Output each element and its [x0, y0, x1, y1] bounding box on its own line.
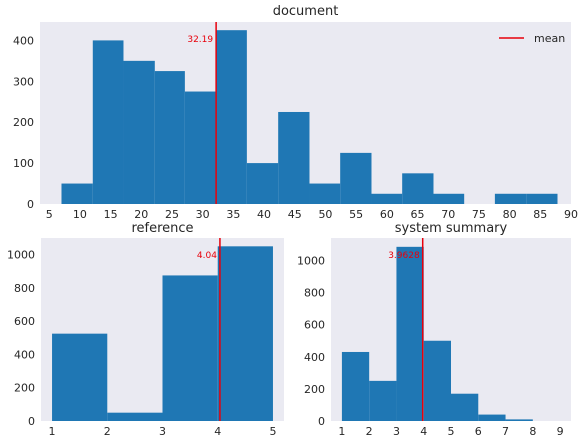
- x-tick-label: 55: [349, 208, 363, 221]
- panel-document: 0 100 200 300 400 5 10 15 20 25 30 35 40 45 50 55 60 65 7…: [13, 4, 578, 221]
- y-tick-label: 200: [304, 383, 325, 396]
- x-tick-label: 75: [472, 208, 486, 221]
- y-tick-label: 600: [14, 315, 35, 328]
- y-tick-label: 800: [304, 287, 325, 300]
- bar-document-6: [246, 163, 279, 204]
- title-reference: reference: [131, 221, 193, 236]
- x-tick-label: 40: [257, 208, 271, 221]
- x-tick-label: 5: [269, 425, 276, 438]
- bar-document-9: [340, 152, 372, 204]
- bar-document-12: [433, 193, 465, 204]
- bar-document-10: [371, 193, 403, 204]
- x-tick-label: 2: [104, 425, 111, 438]
- bar-reference-2: [162, 275, 218, 421]
- x-tick-label: 1: [49, 425, 56, 438]
- x-tick-label: 85: [533, 208, 547, 221]
- x-ticks-document: 5 10 15 20 25 30 35 40 45 50 55 60 65 70 75 80 85 90: [46, 208, 578, 221]
- y-tick-label: 400: [14, 348, 35, 361]
- bar-document-4: [184, 91, 217, 204]
- y-tick-label: 400: [304, 351, 325, 364]
- panel-system-summary: 0 200 400 600 800 1000 1 2 3 4 5 6 7 8 9 3.9628 syste…: [297, 221, 571, 438]
- y-tick-label: 1000: [7, 249, 35, 262]
- bar-system-summary-6: [505, 419, 533, 421]
- bar-system-summary-5: [478, 414, 506, 421]
- x-tick-label: 2: [366, 425, 373, 438]
- bar-document-0: [61, 183, 93, 204]
- x-tick-label: 6: [475, 425, 482, 438]
- bar-document-8: [309, 183, 341, 204]
- x-tick-label: 45: [288, 208, 302, 221]
- x-tick-label: 80: [503, 208, 517, 221]
- x-tick-label: 90: [564, 208, 578, 221]
- y-ticks-reference: 0 200 400 600 800 1000: [7, 249, 35, 428]
- bar-document-5: [216, 30, 247, 205]
- y-tick-label: 300: [13, 75, 34, 88]
- y-tick-label: 0: [27, 198, 34, 211]
- y-tick-label: 100: [13, 157, 34, 170]
- y-tick-label: 0: [318, 415, 325, 428]
- bar-system-summary-4: [451, 393, 479, 421]
- bar-system-summary-3: [423, 340, 451, 421]
- bar-document-3: [154, 71, 185, 204]
- x-tick-label: 70: [441, 208, 455, 221]
- bar-document-7: [278, 111, 310, 204]
- bar-document-14: [494, 193, 527, 204]
- bar-document-15: [526, 193, 558, 204]
- y-tick-label: 400: [13, 34, 34, 47]
- x-tick-label: 35: [226, 208, 240, 221]
- bar-reference-1: [107, 412, 163, 421]
- bar-document-2: [123, 60, 155, 204]
- bar-document-11: [402, 173, 434, 204]
- legend-mean-label: mean: [534, 32, 565, 45]
- title-document: document: [273, 4, 339, 19]
- x-tick-label: 20: [134, 208, 148, 221]
- legend: mean: [499, 32, 565, 45]
- title-system-summary: system summary: [395, 221, 508, 236]
- x-tick-label: 8: [529, 425, 536, 438]
- x-tick-label: 30: [196, 208, 210, 221]
- x-tick-label: 5: [448, 425, 455, 438]
- panel-reference: 0 200 400 600 800 1000 1 2 3 4 5 4.04 reference: [7, 221, 284, 438]
- x-tick-label: 10: [73, 208, 87, 221]
- bar-system-summary-2: [396, 246, 424, 421]
- x-tick-label: 3: [159, 425, 166, 438]
- x-tick-label: 15: [104, 208, 118, 221]
- mean-label-system-summary: 3.9628: [388, 251, 420, 261]
- y-tick-label: 800: [14, 282, 35, 295]
- bars-reference: [52, 246, 273, 421]
- x-tick-label: 50: [318, 208, 332, 221]
- x-tick-label: 9: [557, 425, 564, 438]
- x-tick-label: 60: [380, 208, 394, 221]
- y-ticks-document: 0 100 200 300 400: [13, 34, 34, 211]
- y-tick-label: 200: [13, 116, 34, 129]
- x-tick-label: 65: [411, 208, 425, 221]
- bars-system-summary: [341, 246, 533, 421]
- x-tick-label: 5: [46, 208, 53, 221]
- bar-document-1: [92, 40, 124, 205]
- x-ticks-reference: 1 2 3 4 5: [49, 425, 277, 438]
- y-tick-label: 200: [14, 382, 35, 395]
- x-tick-label: 1: [338, 425, 345, 438]
- bar-system-summary-1: [369, 380, 397, 421]
- x-tick-label: 4: [420, 425, 427, 438]
- bar-reference-0: [52, 333, 108, 421]
- x-tick-label: 7: [502, 425, 509, 438]
- x-tick-label: 3: [393, 425, 400, 438]
- bar-system-summary-0: [341, 351, 370, 421]
- x-ticks-system-summary: 1 2 3 4 5 6 7 8 9: [338, 425, 563, 438]
- bar-reference-3: [217, 246, 273, 421]
- y-tick-label: 600: [304, 319, 325, 332]
- y-ticks-system-summary: 0 200 400 600 800 1000: [297, 254, 325, 428]
- mean-label-reference: 4.04: [197, 251, 217, 261]
- y-tick-label: 0: [28, 415, 35, 428]
- x-tick-label: 4: [214, 425, 221, 438]
- x-tick-label: 25: [165, 208, 179, 221]
- bars-document: [61, 30, 558, 205]
- mean-label-document: 32.19: [187, 35, 213, 45]
- y-tick-label: 1000: [297, 254, 325, 267]
